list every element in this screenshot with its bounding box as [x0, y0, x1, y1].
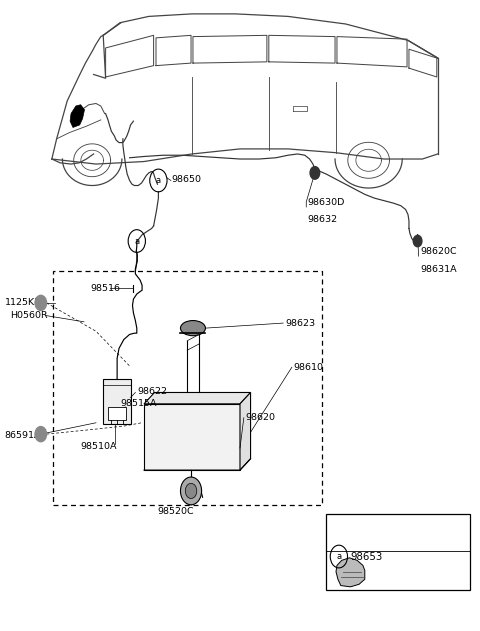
- Circle shape: [310, 167, 320, 179]
- Text: a: a: [336, 552, 341, 561]
- Text: a: a: [134, 237, 139, 245]
- Circle shape: [185, 483, 197, 498]
- Text: H0560R: H0560R: [11, 311, 48, 320]
- Circle shape: [413, 235, 422, 247]
- Text: 98631A: 98631A: [420, 265, 456, 274]
- Polygon shape: [103, 379, 131, 424]
- Text: 98515A: 98515A: [120, 399, 156, 408]
- Polygon shape: [144, 392, 251, 404]
- Text: 98650: 98650: [172, 175, 202, 184]
- Bar: [53, 271, 322, 505]
- Bar: [326, 514, 470, 590]
- Circle shape: [35, 427, 47, 442]
- Polygon shape: [108, 407, 126, 420]
- Text: 1125KD: 1125KD: [5, 298, 42, 307]
- Text: 98632: 98632: [307, 215, 337, 223]
- Text: 86591A: 86591A: [5, 431, 41, 440]
- Polygon shape: [144, 404, 240, 470]
- Polygon shape: [70, 105, 84, 127]
- Text: 98630D: 98630D: [307, 198, 345, 207]
- Circle shape: [35, 295, 47, 310]
- Ellipse shape: [180, 321, 205, 336]
- Polygon shape: [336, 558, 365, 587]
- Text: 98653: 98653: [350, 551, 383, 562]
- Text: a: a: [156, 176, 161, 185]
- Circle shape: [180, 477, 202, 505]
- Text: 98620C: 98620C: [420, 247, 456, 256]
- Text: 98510A: 98510A: [81, 442, 117, 451]
- Text: 98622: 98622: [137, 387, 167, 396]
- Text: 98516: 98516: [90, 284, 120, 293]
- Text: 98520C: 98520C: [157, 507, 193, 516]
- Text: 98620: 98620: [246, 413, 276, 422]
- Text: 98610: 98610: [294, 363, 324, 372]
- Text: 98623: 98623: [286, 319, 316, 327]
- Polygon shape: [240, 392, 251, 470]
